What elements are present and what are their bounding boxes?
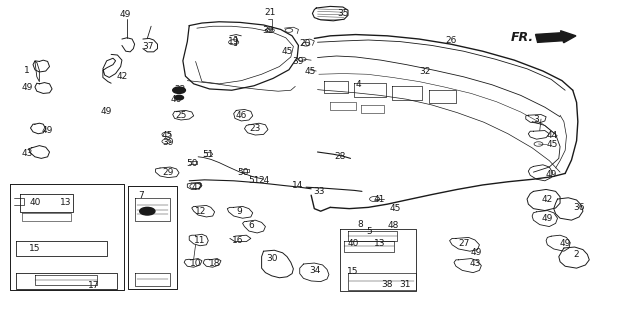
Text: 9: 9 xyxy=(236,207,242,216)
Text: 4: 4 xyxy=(356,80,361,89)
Text: 43: 43 xyxy=(469,260,481,268)
Text: 18: 18 xyxy=(209,260,220,268)
Text: 48: 48 xyxy=(388,221,399,230)
Text: 51: 51 xyxy=(248,176,260,185)
Text: 15: 15 xyxy=(29,244,41,253)
Text: 49: 49 xyxy=(471,248,482,257)
Text: 16: 16 xyxy=(232,236,244,245)
Text: 29: 29 xyxy=(163,168,174,177)
Circle shape xyxy=(173,87,185,93)
Text: 45: 45 xyxy=(389,204,401,213)
Text: 43: 43 xyxy=(22,149,33,158)
Text: 42: 42 xyxy=(116,72,128,81)
Text: 32: 32 xyxy=(420,67,431,76)
Text: 15: 15 xyxy=(347,267,359,276)
Text: 24: 24 xyxy=(258,176,270,185)
Text: 50: 50 xyxy=(237,168,248,177)
Text: 1: 1 xyxy=(24,66,30,75)
Text: 3: 3 xyxy=(533,116,540,124)
Text: FR.: FR. xyxy=(511,31,533,44)
Text: 30: 30 xyxy=(266,254,277,263)
Text: 49: 49 xyxy=(542,214,553,223)
Text: 2: 2 xyxy=(574,250,579,259)
Text: 49: 49 xyxy=(101,108,112,116)
FancyArrow shape xyxy=(535,31,576,43)
Text: 31: 31 xyxy=(399,280,411,289)
Text: 45: 45 xyxy=(305,67,316,76)
Text: 6: 6 xyxy=(248,221,255,230)
Text: 49: 49 xyxy=(22,83,33,92)
Circle shape xyxy=(140,207,155,215)
Text: 10: 10 xyxy=(190,260,201,268)
Text: 5: 5 xyxy=(366,227,373,236)
Text: 35: 35 xyxy=(337,9,349,18)
Text: 11: 11 xyxy=(194,236,206,245)
Text: 40: 40 xyxy=(347,239,359,248)
Text: 12: 12 xyxy=(195,207,206,216)
Text: 40: 40 xyxy=(29,198,41,207)
Text: 13: 13 xyxy=(374,239,385,248)
Text: 13: 13 xyxy=(60,198,71,207)
Text: 50: 50 xyxy=(186,159,197,168)
Text: 36: 36 xyxy=(573,203,585,212)
Text: 49: 49 xyxy=(42,126,53,135)
Text: 45: 45 xyxy=(547,140,558,149)
Text: 45: 45 xyxy=(162,131,173,140)
Text: 26: 26 xyxy=(445,36,457,45)
Text: 17: 17 xyxy=(88,281,100,290)
Text: 49: 49 xyxy=(559,239,571,248)
Text: 8: 8 xyxy=(144,207,150,216)
Text: 49: 49 xyxy=(545,170,557,179)
Text: 34: 34 xyxy=(309,266,321,275)
Circle shape xyxy=(175,95,184,100)
Text: 22: 22 xyxy=(174,85,185,94)
Text: 51: 51 xyxy=(202,150,213,159)
Text: 49: 49 xyxy=(120,10,131,19)
Text: 33: 33 xyxy=(314,187,325,196)
Text: 8: 8 xyxy=(358,220,364,229)
Text: 19: 19 xyxy=(228,37,239,46)
Text: 23: 23 xyxy=(250,124,261,133)
Text: 28: 28 xyxy=(335,152,346,161)
Text: 14: 14 xyxy=(291,181,303,190)
Text: 27: 27 xyxy=(458,239,469,248)
Text: 37: 37 xyxy=(142,42,154,51)
Text: 39: 39 xyxy=(293,57,304,66)
Text: 39: 39 xyxy=(162,138,173,147)
Text: 42: 42 xyxy=(542,196,553,204)
Text: 46: 46 xyxy=(236,111,247,120)
Text: 20: 20 xyxy=(299,39,311,48)
Text: 7: 7 xyxy=(138,191,144,200)
Text: 44: 44 xyxy=(547,131,558,140)
Text: 21: 21 xyxy=(265,8,276,17)
Text: 38: 38 xyxy=(382,280,393,289)
Text: 40: 40 xyxy=(170,95,182,104)
Text: 45: 45 xyxy=(282,47,293,56)
Text: 47: 47 xyxy=(191,183,203,192)
Text: 25: 25 xyxy=(175,111,187,120)
Text: 39: 39 xyxy=(262,26,274,35)
Text: 41: 41 xyxy=(374,195,385,204)
